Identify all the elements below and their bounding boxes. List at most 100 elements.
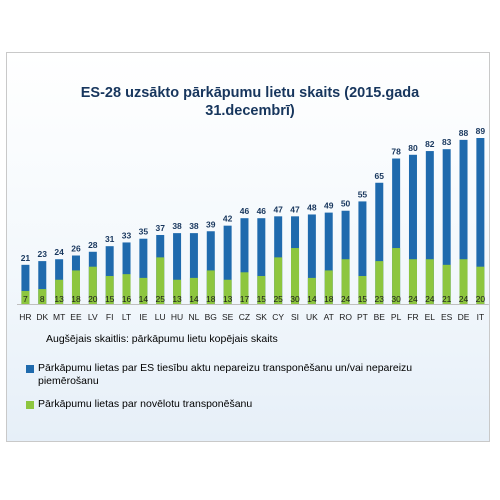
bar-total xyxy=(240,218,249,304)
bar-late xyxy=(71,270,80,304)
category-label: HU xyxy=(171,312,183,322)
category-label: FI xyxy=(106,312,114,322)
legend-item-total: Pārkāpumu lietas par ES tiesību aktu nep… xyxy=(26,362,466,388)
bar-late xyxy=(105,276,114,304)
bar-late xyxy=(257,276,266,304)
data-label-total: 65 xyxy=(375,171,385,181)
bar-total xyxy=(392,158,401,304)
bar-late xyxy=(189,277,198,304)
data-label-late: 14 xyxy=(189,294,199,304)
bar-late xyxy=(139,277,148,304)
data-label-late: 7 xyxy=(23,294,28,304)
data-label-late: 30 xyxy=(391,294,401,304)
legend-swatch-late xyxy=(26,401,34,409)
bar-late xyxy=(122,274,131,304)
data-label-late: 8 xyxy=(40,294,45,304)
bar-late xyxy=(88,266,97,304)
bar-late xyxy=(38,289,47,304)
data-label-total: 26 xyxy=(71,244,81,254)
category-label: IE xyxy=(139,312,147,322)
bar-total xyxy=(38,261,47,304)
bar-late xyxy=(240,272,249,304)
bar-total xyxy=(105,246,114,304)
data-label-total: 28 xyxy=(88,240,98,250)
category-label: DK xyxy=(36,312,48,322)
bar-total xyxy=(122,242,131,304)
category-label: EE xyxy=(70,312,82,322)
chart-note: Augšējais skaitlis: pārkāpumu lietu kopē… xyxy=(46,333,278,345)
data-label-late: 15 xyxy=(105,294,115,304)
bar-late xyxy=(206,270,215,304)
data-label-late: 13 xyxy=(54,294,64,304)
category-label: LT xyxy=(122,312,131,322)
data-label-late: 15 xyxy=(257,294,267,304)
bar-total xyxy=(476,138,485,304)
bar-total xyxy=(358,201,367,304)
data-label-late: 18 xyxy=(71,294,81,304)
legend-label-late: Pārkāpumu lietas par novēlotu transponēš… xyxy=(38,398,253,410)
legend-swatch-total xyxy=(26,365,34,373)
data-label-total: 55 xyxy=(358,189,368,199)
category-label: ES xyxy=(441,312,453,322)
category-label: CY xyxy=(272,312,284,322)
data-label-late: 15 xyxy=(358,294,368,304)
bar-total xyxy=(307,214,316,304)
bar-late xyxy=(156,257,165,304)
category-label: AT xyxy=(324,312,334,322)
data-label-late: 25 xyxy=(155,294,165,304)
category-label: LU xyxy=(155,312,166,322)
data-label-total: 38 xyxy=(172,221,182,231)
category-label: FR xyxy=(407,312,418,322)
chart-title-line-2: 31.decembrī) xyxy=(205,103,295,119)
chart-title-line-1: ES-28 uzsākto pārkāpumu lietu skaits (20… xyxy=(80,85,420,101)
data-label-late: 30 xyxy=(290,294,300,304)
category-label: BE xyxy=(374,312,386,322)
bar-late xyxy=(442,264,451,304)
bar-late xyxy=(55,279,64,304)
bar-late xyxy=(173,279,182,304)
category-label: LV xyxy=(88,312,98,322)
data-label-total: 83 xyxy=(442,137,452,147)
data-label-total: 78 xyxy=(391,147,401,157)
data-label-total: 33 xyxy=(122,230,132,240)
bar-total xyxy=(341,210,350,304)
bar-total xyxy=(442,149,451,304)
category-label: PL xyxy=(391,312,402,322)
legend-label-total: Pārkāpumu lietas par ES tiesību aktu nep… xyxy=(38,362,413,387)
bar-late xyxy=(476,266,485,304)
bar-total xyxy=(139,238,148,304)
category-label: EL xyxy=(425,312,436,322)
data-label-total: 21 xyxy=(21,253,31,263)
data-label-total: 24 xyxy=(54,247,64,257)
bar-total xyxy=(173,233,182,304)
bar-late xyxy=(459,259,468,304)
data-label-total: 88 xyxy=(459,128,469,138)
data-label-total: 35 xyxy=(139,227,149,237)
bar-total xyxy=(189,233,198,304)
category-label: SI xyxy=(291,312,299,322)
data-label-late: 20 xyxy=(88,294,98,304)
data-label-total: 49 xyxy=(324,201,334,211)
data-label-total: 48 xyxy=(307,202,317,212)
category-label: DE xyxy=(458,312,470,322)
bar-total xyxy=(206,231,215,304)
bar-total xyxy=(21,264,30,304)
bar-late xyxy=(21,290,30,304)
data-label-total: 47 xyxy=(273,204,283,214)
bar-late xyxy=(425,259,434,304)
bar-total xyxy=(375,182,384,304)
category-label: UK xyxy=(306,312,318,322)
data-label-late: 14 xyxy=(307,294,317,304)
data-label-late: 24 xyxy=(425,294,435,304)
data-label-late: 25 xyxy=(273,294,283,304)
bar-late xyxy=(291,248,300,304)
category-label: RO xyxy=(339,312,352,322)
data-label-late: 20 xyxy=(476,294,486,304)
bar-total xyxy=(408,154,417,304)
data-label-total: 89 xyxy=(476,126,486,136)
category-label: BG xyxy=(205,312,217,322)
bar-total xyxy=(223,225,232,304)
data-label-late: 17 xyxy=(240,294,250,304)
data-label-total: 46 xyxy=(240,206,250,216)
